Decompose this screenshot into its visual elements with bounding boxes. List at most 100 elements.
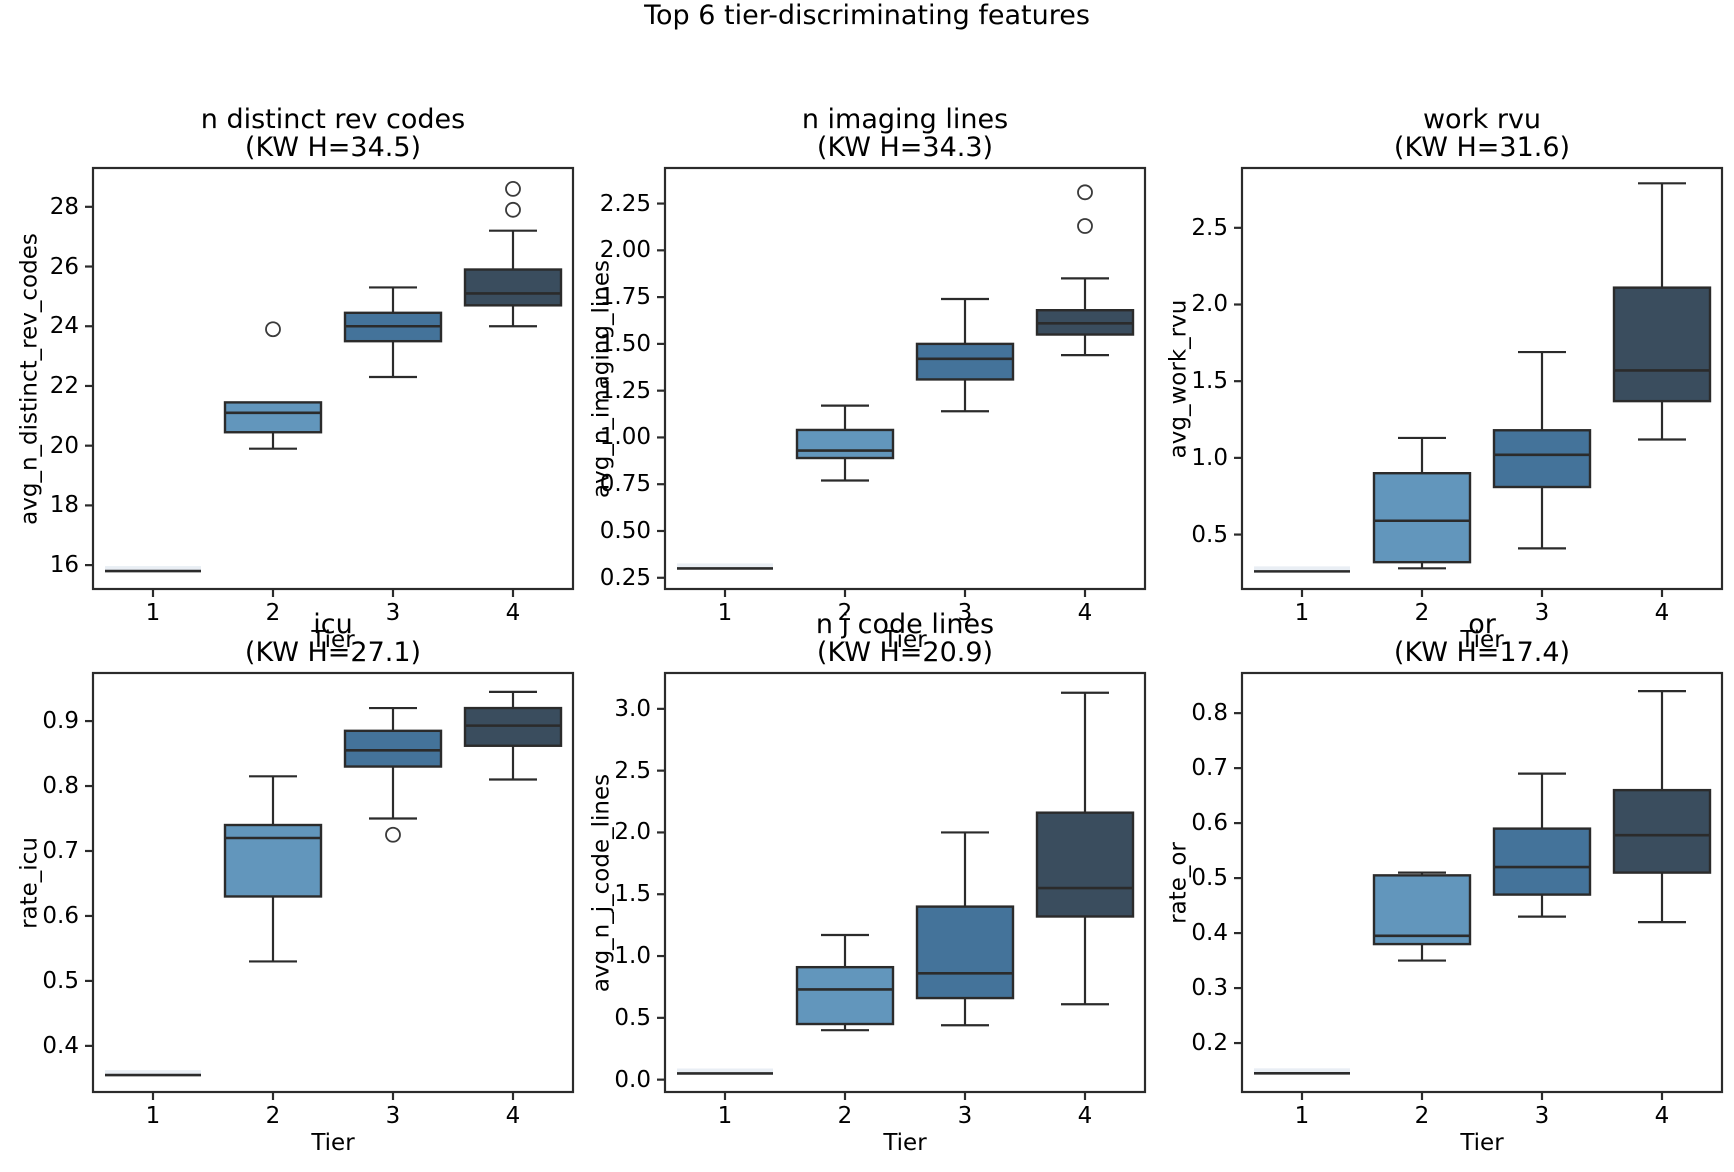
y-tick-label: 0.6: [1191, 810, 1228, 837]
y-tick-label: 22: [49, 372, 79, 399]
y-axis-label: rate_icu: [16, 836, 42, 929]
x-tick-label: 3: [1534, 600, 1550, 626]
plot-area: [657, 671, 1147, 1100]
figure-title: Top 6 tier-discriminating features: [644, 0, 1090, 31]
subplot-subtitle: (KW H=34.5): [244, 132, 422, 163]
subplot-subtitle: (KW H=31.6): [1393, 132, 1571, 163]
x-tick-label: 3: [385, 1103, 401, 1129]
y-tick-label: 1.75: [599, 284, 651, 311]
y-tick-label: 2.25: [599, 190, 651, 217]
y-tick-label: 0.6: [42, 902, 79, 929]
x-axis-label: Tier: [311, 627, 355, 653]
y-tick-label: 0.4: [1191, 920, 1228, 947]
box: [1035, 811, 1135, 918]
axes-frame: [1240, 671, 1724, 1094]
y-tick-label: 0.5: [1191, 865, 1228, 892]
y-tick-label: 1.0: [1191, 444, 1228, 471]
outlier-point: [265, 321, 281, 338]
box: [1254, 1068, 1350, 1074]
axes-frame: [663, 671, 1147, 1094]
x-tick-label: 2: [837, 1103, 853, 1129]
box: [795, 965, 895, 1026]
y-tick-label: 0.8: [1191, 700, 1228, 727]
x-tick-label: 4: [1077, 600, 1093, 626]
x-tick-label: 3: [957, 600, 973, 626]
axes-frame: [663, 166, 1147, 591]
box: [1372, 874, 1472, 946]
box: [105, 566, 201, 572]
x-tick-label: 3: [1534, 1103, 1550, 1129]
x-tick-label: 1: [1294, 600, 1310, 626]
box: [343, 729, 443, 768]
x-axis-label: Tier: [883, 627, 927, 653]
y-tick-label: 1.0: [614, 943, 651, 970]
box: [223, 823, 323, 898]
y-tick-label: 2.0: [614, 819, 651, 846]
x-tick-label: 3: [385, 600, 401, 626]
y-tick-label: 0.50: [599, 517, 651, 544]
subplot-subtitle: (KW H=27.1): [244, 637, 422, 668]
y-tick-label: 18: [49, 492, 79, 519]
y-tick-label: 3.0: [614, 695, 651, 722]
y-tick-label: 2.5: [614, 757, 651, 784]
subplot-title: n j code lines: [815, 609, 995, 640]
x-tick-label: 2: [265, 600, 281, 626]
outlier-point: [1077, 218, 1093, 234]
subplot-subtitle: (KW H=20.9): [816, 637, 994, 668]
x-tick-label: 1: [717, 1103, 733, 1129]
x-tick-label: 1: [717, 600, 733, 626]
y-tick-label: 0.7: [1191, 755, 1228, 782]
subplot-subtitle: (KW H=34.3): [816, 132, 994, 163]
box: [1612, 286, 1712, 403]
y-tick-label: 0.3: [1191, 975, 1228, 1002]
outlier-point: [1077, 184, 1093, 201]
y-tick-label: 0.2: [1191, 1030, 1228, 1057]
x-axis-label: Tier: [1460, 1130, 1504, 1156]
box: [915, 342, 1015, 381]
subplot-title: or: [1468, 609, 1496, 640]
x-tick-label: 4: [1654, 1103, 1670, 1129]
axes-frame: [1240, 166, 1724, 591]
y-tick-label: 1.00: [599, 424, 651, 451]
y-tick-label: 24: [49, 313, 79, 340]
x-tick-label: 2: [1414, 600, 1430, 626]
y-tick-label: 0.5: [614, 1004, 651, 1031]
plot-area: [85, 166, 575, 597]
axes-frame: [91, 166, 575, 591]
x-tick-label: 4: [505, 600, 521, 626]
y-tick-label: 26: [49, 253, 79, 280]
box: [223, 401, 323, 434]
subplot-subtitle: (KW H=17.4): [1393, 637, 1571, 668]
x-tick-label: 2: [1414, 1103, 1430, 1129]
y-tick-label: 0.4: [42, 1032, 79, 1059]
x-tick-label: 2: [837, 600, 853, 626]
plot-area: [657, 166, 1147, 597]
outlier-point: [505, 181, 521, 197]
box: [677, 563, 773, 569]
x-axis-label: Tier: [1460, 627, 1504, 653]
x-tick-label: 2: [265, 1103, 281, 1129]
axes-frame: [91, 671, 575, 1094]
box: [1492, 827, 1592, 896]
outlier-point: [505, 201, 521, 218]
x-tick-label: 4: [505, 1103, 521, 1129]
y-tick-label: 2.00: [599, 237, 651, 264]
y-tick-label: 1.25: [599, 377, 651, 404]
x-tick-label: 1: [145, 1103, 161, 1129]
x-tick-label: 4: [1077, 1103, 1093, 1129]
y-tick-label: 0.7: [42, 837, 79, 864]
y-tick-label: 0.75: [599, 471, 651, 498]
plot-area: [85, 671, 575, 1100]
outlier-point: [385, 826, 401, 843]
subplot-title: n distinct rev codes: [200, 104, 466, 135]
subplot-title: n imaging lines: [801, 104, 1009, 135]
box: [677, 1068, 773, 1074]
y-tick-label: 0.5: [42, 967, 79, 994]
y-tick-label: 0.8: [42, 773, 79, 800]
box: [463, 268, 563, 307]
box: [1372, 472, 1472, 564]
y-tick-label: 0.0: [614, 1066, 651, 1093]
box: [1492, 429, 1592, 489]
x-tick-label: 4: [1654, 600, 1670, 626]
